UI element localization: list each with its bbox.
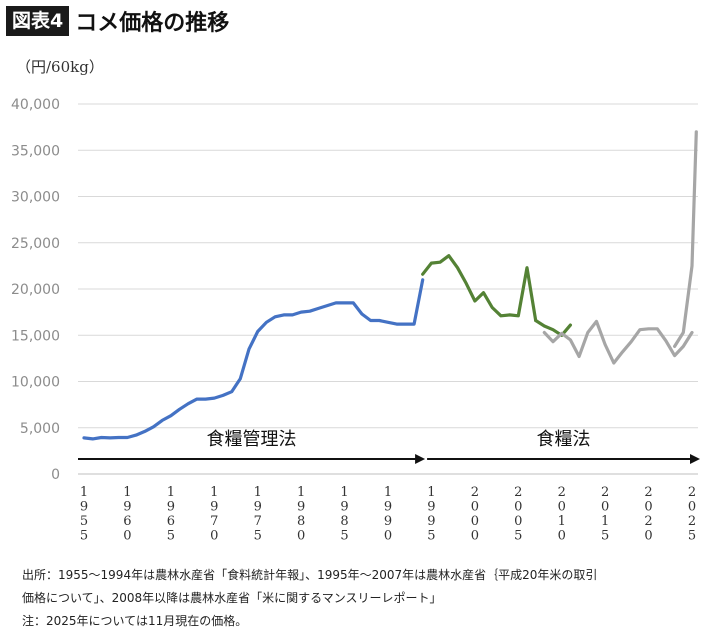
y-tick-label: 0 xyxy=(51,467,60,483)
grid-lines xyxy=(78,103,698,475)
y-tick-label: 10,000 xyxy=(11,375,60,391)
y-tick-label: 20,000 xyxy=(11,282,60,298)
figure-number-badge: 図表4 xyxy=(6,6,70,36)
series-line-2 xyxy=(534,318,573,337)
series-line-3 xyxy=(542,319,694,365)
y-axis-tick-labels: 0 5,000 10,000 15,000 20,000 25,000 30,000 35,0… xyxy=(11,97,60,483)
source-note-line-1: 出所：1955～1994年は農林水産省「食料統計年報」、1995年～2007年は… xyxy=(22,568,598,582)
footnote: 注：2025年については11月現在の価格。 xyxy=(22,614,248,628)
y-tick-label: 25,000 xyxy=(11,236,60,252)
y-tick-label: 15,000 xyxy=(11,328,60,344)
period-arrow-head xyxy=(690,454,700,464)
y-tick-label: 40,000 xyxy=(11,97,60,113)
y-tick-label: 5,000 xyxy=(20,421,60,437)
y-axis-unit-label: （円/60kg） xyxy=(16,58,104,76)
period-label: 食糧管理法 xyxy=(207,429,297,450)
period-label: 食糧法 xyxy=(537,429,591,450)
series-lines xyxy=(82,130,698,441)
series-line-4 xyxy=(672,130,698,348)
y-tick-label: 35,000 xyxy=(11,143,60,159)
x-axis-tick-labels: 1 9 5 5 1 9 6 0 1 9 6 5 1 9 7 0 1 9 7 5 1 9 8 0 1 9 8 5 1 9 9 0 1 9 9 5 2 0 0 0… xyxy=(80,485,696,544)
series-line-0 xyxy=(82,278,425,441)
chart-title: コメ価格の推移 xyxy=(75,11,230,36)
source-note-line-2: 価格について」、2008年以降は農林水産省「米に関するマンスリーレポート」 xyxy=(22,591,442,605)
y-tick-label: 30,000 xyxy=(11,190,60,206)
figure-header: 図表4 コメ価格の推移 xyxy=(6,5,229,37)
series-line-1 xyxy=(421,254,538,323)
period-arrow-head xyxy=(415,454,426,464)
period-arrows: 食糧管理法 食糧法 xyxy=(78,429,700,464)
